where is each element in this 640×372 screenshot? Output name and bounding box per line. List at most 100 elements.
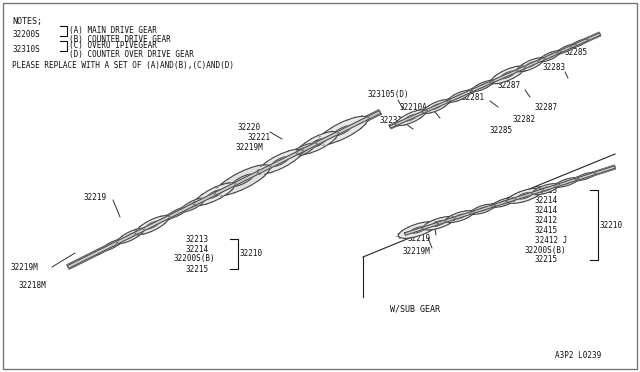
Ellipse shape bbox=[518, 58, 543, 71]
Polygon shape bbox=[404, 165, 616, 236]
Ellipse shape bbox=[517, 192, 532, 199]
Text: 32285: 32285 bbox=[490, 125, 513, 135]
Ellipse shape bbox=[404, 114, 417, 121]
Ellipse shape bbox=[232, 174, 253, 186]
Ellipse shape bbox=[525, 62, 536, 68]
Ellipse shape bbox=[556, 178, 577, 187]
Text: 32214: 32214 bbox=[185, 244, 208, 253]
Text: 32210A: 32210A bbox=[400, 103, 428, 112]
Ellipse shape bbox=[533, 184, 558, 195]
Text: 32412: 32412 bbox=[535, 215, 558, 224]
Ellipse shape bbox=[558, 45, 575, 53]
Ellipse shape bbox=[92, 247, 106, 256]
Ellipse shape bbox=[562, 180, 572, 185]
Text: 32412 J: 32412 J bbox=[535, 235, 568, 244]
Ellipse shape bbox=[168, 208, 186, 218]
Ellipse shape bbox=[317, 116, 368, 145]
Text: 32219M: 32219M bbox=[235, 142, 263, 151]
Ellipse shape bbox=[396, 110, 426, 125]
Ellipse shape bbox=[540, 51, 560, 62]
Ellipse shape bbox=[431, 104, 442, 109]
Ellipse shape bbox=[195, 183, 234, 205]
Ellipse shape bbox=[454, 214, 465, 219]
Ellipse shape bbox=[216, 165, 270, 196]
Ellipse shape bbox=[296, 147, 308, 154]
Text: (B) COUNTER DRIVE GEAR: (B) COUNTER DRIVE GEAR bbox=[69, 35, 171, 44]
Ellipse shape bbox=[577, 173, 594, 180]
Text: 32219: 32219 bbox=[83, 192, 106, 202]
Ellipse shape bbox=[500, 71, 515, 79]
Text: 32219M: 32219M bbox=[10, 263, 38, 272]
Ellipse shape bbox=[118, 229, 143, 243]
Text: 32221: 32221 bbox=[248, 132, 271, 141]
Polygon shape bbox=[404, 166, 616, 235]
Ellipse shape bbox=[310, 138, 326, 148]
Ellipse shape bbox=[448, 90, 470, 102]
Ellipse shape bbox=[298, 132, 337, 154]
Ellipse shape bbox=[575, 41, 582, 45]
Ellipse shape bbox=[454, 94, 464, 99]
Ellipse shape bbox=[259, 149, 302, 174]
Text: 32415: 32415 bbox=[535, 225, 558, 234]
Ellipse shape bbox=[478, 84, 487, 89]
Text: 32219: 32219 bbox=[408, 234, 431, 243]
Ellipse shape bbox=[582, 175, 589, 178]
Polygon shape bbox=[389, 32, 601, 129]
Ellipse shape bbox=[572, 39, 586, 47]
Ellipse shape bbox=[289, 144, 315, 158]
Ellipse shape bbox=[188, 202, 198, 208]
Text: 32287: 32287 bbox=[498, 80, 521, 90]
Text: 32218M: 32218M bbox=[18, 280, 45, 289]
Ellipse shape bbox=[563, 47, 570, 51]
Ellipse shape bbox=[333, 125, 351, 136]
Ellipse shape bbox=[491, 66, 524, 84]
Text: NOTES;: NOTES; bbox=[12, 17, 42, 26]
Ellipse shape bbox=[145, 221, 159, 229]
Text: 32281: 32281 bbox=[462, 93, 485, 102]
Text: 32231: 32231 bbox=[380, 115, 403, 125]
Ellipse shape bbox=[399, 222, 436, 238]
Text: 32210: 32210 bbox=[240, 250, 263, 259]
Text: 32200S: 32200S bbox=[12, 30, 40, 39]
Ellipse shape bbox=[181, 198, 205, 212]
Text: 32283: 32283 bbox=[543, 62, 566, 71]
Ellipse shape bbox=[207, 190, 223, 199]
Polygon shape bbox=[390, 33, 600, 128]
Ellipse shape bbox=[472, 81, 493, 92]
Ellipse shape bbox=[446, 211, 473, 222]
Text: 323105(D): 323105(D) bbox=[368, 90, 410, 99]
Text: 32210: 32210 bbox=[600, 221, 623, 230]
Ellipse shape bbox=[478, 207, 488, 211]
Ellipse shape bbox=[102, 240, 121, 250]
Text: A3P2 L0239: A3P2 L0239 bbox=[555, 351, 601, 360]
Text: 32219M: 32219M bbox=[403, 247, 431, 257]
Text: 32213: 32213 bbox=[535, 186, 558, 195]
Text: (A) MAIN DRIVE GEAR: (A) MAIN DRIVE GEAR bbox=[69, 26, 157, 35]
Ellipse shape bbox=[271, 157, 289, 167]
Ellipse shape bbox=[545, 54, 554, 59]
Text: 32310S: 32310S bbox=[12, 45, 40, 54]
Text: 32282: 32282 bbox=[513, 115, 536, 124]
Ellipse shape bbox=[423, 217, 454, 230]
Text: 32200S(B): 32200S(B) bbox=[525, 246, 566, 254]
Ellipse shape bbox=[499, 201, 509, 205]
Ellipse shape bbox=[136, 216, 168, 234]
Text: (D) COUNTER OVER DRIVE GEAR: (D) COUNTER OVER DRIVE GEAR bbox=[69, 50, 194, 59]
Ellipse shape bbox=[107, 243, 116, 248]
Ellipse shape bbox=[410, 227, 425, 233]
Ellipse shape bbox=[508, 188, 542, 203]
Text: PLEASE REPLACE WITH A SET OF (A)AND(B),(C)AND(D): PLEASE REPLACE WITH A SET OF (A)AND(B),(… bbox=[12, 61, 234, 70]
Ellipse shape bbox=[423, 100, 449, 113]
Text: 32287: 32287 bbox=[535, 103, 558, 112]
Text: 32213: 32213 bbox=[185, 234, 208, 244]
Ellipse shape bbox=[125, 233, 136, 239]
Ellipse shape bbox=[471, 204, 494, 214]
Text: 32285: 32285 bbox=[565, 48, 588, 57]
Text: 32215: 32215 bbox=[535, 256, 558, 264]
Text: 32414: 32414 bbox=[535, 205, 558, 215]
Polygon shape bbox=[67, 110, 381, 268]
Text: 32220: 32220 bbox=[238, 122, 261, 131]
Text: W/SUB GEAR: W/SUB GEAR bbox=[390, 305, 440, 314]
Text: 32215: 32215 bbox=[185, 264, 208, 273]
Text: (C) OVERU IPIVEGEAR: (C) OVERU IPIVEGEAR bbox=[69, 41, 157, 50]
